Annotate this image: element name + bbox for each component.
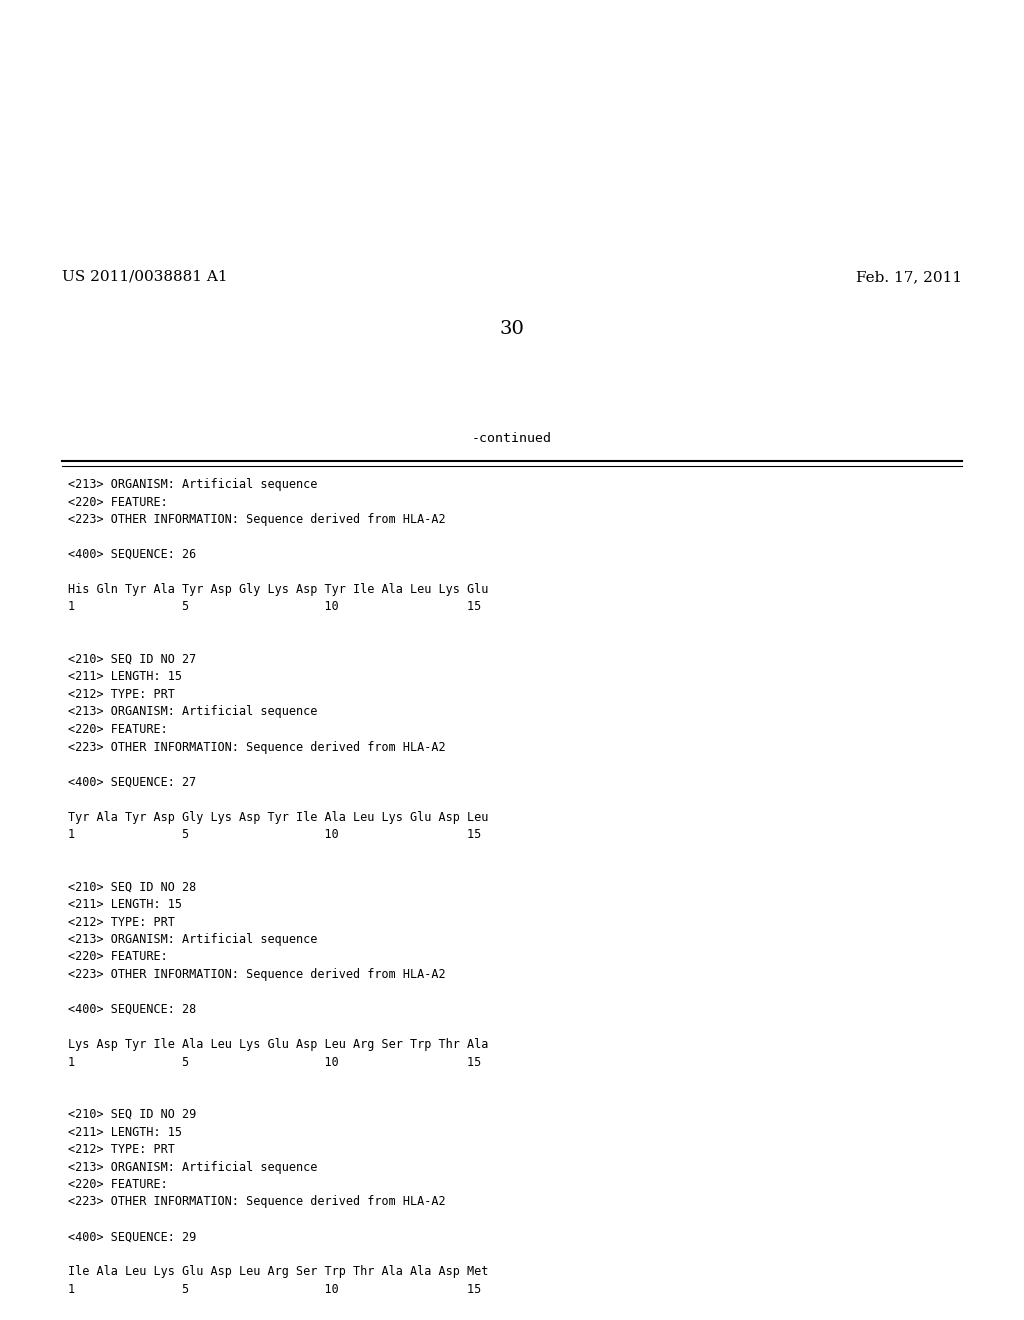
Text: <210> SEQ ID NO 28: <210> SEQ ID NO 28 <box>68 880 197 894</box>
Text: <213> ORGANISM: Artificial sequence: <213> ORGANISM: Artificial sequence <box>68 1160 317 1173</box>
Text: <400> SEQUENCE: 27: <400> SEQUENCE: 27 <box>68 776 197 788</box>
Text: <400> SEQUENCE: 29: <400> SEQUENCE: 29 <box>68 1230 197 1243</box>
Text: 1               5                   10                  15: 1 5 10 15 <box>68 1056 481 1068</box>
Text: <400> SEQUENCE: 28: <400> SEQUENCE: 28 <box>68 1003 197 1016</box>
Text: <211> LENGTH: 15: <211> LENGTH: 15 <box>68 1126 182 1138</box>
Text: <212> TYPE: PRT: <212> TYPE: PRT <box>68 688 175 701</box>
Text: <400> SEQUENCE: 26: <400> SEQUENCE: 26 <box>68 548 197 561</box>
Text: 30: 30 <box>500 319 524 338</box>
Text: <211> LENGTH: 15: <211> LENGTH: 15 <box>68 898 182 911</box>
Text: <210> SEQ ID NO 27: <210> SEQ ID NO 27 <box>68 653 197 667</box>
Text: <223> OTHER INFORMATION: Sequence derived from HLA-A2: <223> OTHER INFORMATION: Sequence derive… <box>68 1196 445 1209</box>
Text: Ile Ala Leu Lys Glu Asp Leu Arg Ser Trp Thr Ala Ala Asp Met: Ile Ala Leu Lys Glu Asp Leu Arg Ser Trp … <box>68 1266 488 1279</box>
Text: <220> FEATURE:: <220> FEATURE: <box>68 1177 168 1191</box>
Text: Feb. 17, 2011: Feb. 17, 2011 <box>856 271 962 284</box>
Text: His Gln Tyr Ala Tyr Asp Gly Lys Asp Tyr Ile Ala Leu Lys Glu: His Gln Tyr Ala Tyr Asp Gly Lys Asp Tyr … <box>68 583 488 597</box>
Text: 1               5                   10                  15: 1 5 10 15 <box>68 1283 481 1296</box>
Text: <210> SEQ ID NO 29: <210> SEQ ID NO 29 <box>68 1107 197 1121</box>
Text: <212> TYPE: PRT: <212> TYPE: PRT <box>68 916 175 928</box>
Text: <223> OTHER INFORMATION: Sequence derived from HLA-A2: <223> OTHER INFORMATION: Sequence derive… <box>68 968 445 981</box>
Text: 1               5                   10                  15: 1 5 10 15 <box>68 601 481 614</box>
Text: <220> FEATURE:: <220> FEATURE: <box>68 950 168 964</box>
Text: US 2011/0038881 A1: US 2011/0038881 A1 <box>62 271 227 284</box>
Text: -continued: -continued <box>472 432 552 445</box>
Text: <220> FEATURE:: <220> FEATURE: <box>68 723 168 737</box>
Text: 1               5                   10                  15: 1 5 10 15 <box>68 828 481 841</box>
Text: <213> ORGANISM: Artificial sequence: <213> ORGANISM: Artificial sequence <box>68 705 317 718</box>
Text: <212> TYPE: PRT: <212> TYPE: PRT <box>68 1143 175 1156</box>
Text: <223> OTHER INFORMATION: Sequence derived from HLA-A2: <223> OTHER INFORMATION: Sequence derive… <box>68 741 445 754</box>
Text: <220> FEATURE:: <220> FEATURE: <box>68 495 168 508</box>
Text: Tyr Ala Tyr Asp Gly Lys Asp Tyr Ile Ala Leu Lys Glu Asp Leu: Tyr Ala Tyr Asp Gly Lys Asp Tyr Ile Ala … <box>68 810 488 824</box>
Text: <223> OTHER INFORMATION: Sequence derived from HLA-A2: <223> OTHER INFORMATION: Sequence derive… <box>68 513 445 525</box>
Text: <213> ORGANISM: Artificial sequence: <213> ORGANISM: Artificial sequence <box>68 478 317 491</box>
Text: Lys Asp Tyr Ile Ala Leu Lys Glu Asp Leu Arg Ser Trp Thr Ala: Lys Asp Tyr Ile Ala Leu Lys Glu Asp Leu … <box>68 1038 488 1051</box>
Text: <213> ORGANISM: Artificial sequence: <213> ORGANISM: Artificial sequence <box>68 933 317 946</box>
Text: <211> LENGTH: 15: <211> LENGTH: 15 <box>68 671 182 684</box>
